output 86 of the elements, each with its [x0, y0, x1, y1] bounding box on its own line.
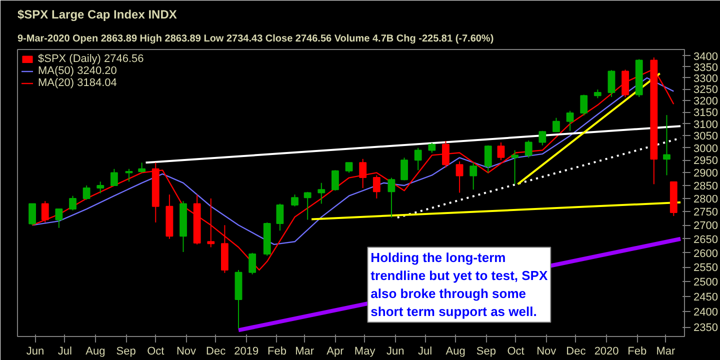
candlestick — [372, 174, 380, 199]
y-tick-label: 3150 — [694, 107, 718, 120]
candlestick — [663, 114, 670, 176]
candlestick — [110, 168, 118, 186]
y-tick-label: 2650 — [694, 234, 718, 246]
candlestick — [318, 182, 326, 204]
x-tick-label: Oct — [507, 346, 524, 358]
candlestick — [276, 203, 284, 232]
candlestick — [248, 252, 256, 275]
y-tick-label: 2400 — [694, 306, 718, 319]
candlestick — [400, 157, 408, 181]
candlestick — [304, 191, 312, 220]
chart-subtitle: 9-Mar-2020 Open 2863.89 High 2863.89 Low 2734.43 Close 2746.56 Volume 4.7B Chg -225.81 (-7.60%) — [18, 34, 494, 44]
candlestick — [442, 140, 450, 168]
x-tick-label: Nov — [176, 346, 197, 358]
candlestick — [470, 162, 478, 190]
y-tick-label: 2500 — [694, 276, 718, 289]
y-tick-label: 2600 — [694, 248, 718, 260]
candlestick — [511, 150, 518, 185]
candlestick — [524, 140, 532, 158]
y-tick-label: 2450 — [694, 291, 718, 304]
candlestick — [332, 170, 339, 192]
y-tick-label: 2900 — [694, 168, 718, 180]
x-tick-label: 2020 — [594, 346, 619, 358]
x-tick-label: Aug — [86, 346, 106, 358]
x-tick-label: Aug — [446, 346, 466, 358]
y-tick-label: 3350 — [694, 62, 718, 74]
x-tick-label: Sep — [476, 346, 496, 358]
x-tick-label: Apr — [326, 346, 344, 358]
legend-label: $SPX (Daily) 2746.56 — [38, 53, 144, 65]
candlestick — [28, 203, 36, 226]
x-tick-label: Mar — [656, 346, 676, 358]
candlestick — [414, 147, 422, 171]
x-tick-label: Jul — [418, 346, 432, 358]
y-tick-label: 3200 — [694, 95, 718, 108]
annotation: Holding the long-term trendline but yet to test, SPX also broke through some short term support as well. — [370, 250, 548, 320]
y-tick-label: 2700 — [694, 220, 718, 232]
candlestick — [484, 144, 492, 174]
y-tick-label: 2550 — [694, 262, 718, 274]
x-tick-label: Feb — [628, 346, 647, 358]
y-tick-label: 3000 — [694, 142, 718, 155]
line-series — [32, 77, 674, 246]
candlestick — [497, 142, 505, 161]
candlestick — [82, 184, 90, 200]
candlestick — [566, 110, 574, 132]
x-tick-label: Jun — [26, 346, 44, 358]
y-tick-label: 3300 — [694, 72, 718, 85]
candlestick — [552, 117, 560, 133]
y-tick-label: 3250 — [694, 84, 718, 96]
x-tick-label: Sep — [116, 346, 136, 358]
candlestick — [41, 200, 49, 223]
candlestick — [207, 198, 215, 248]
x-tick-label: Nov — [536, 346, 557, 358]
candlestick — [359, 158, 367, 189]
y-tick-label: 2800 — [694, 193, 718, 206]
candlestick — [538, 130, 546, 146]
x-tick-label: Jun — [386, 346, 404, 358]
candlestick — [388, 177, 396, 218]
candlestick — [428, 142, 436, 154]
x-tick-label: Dec — [206, 346, 226, 358]
candlestick — [96, 181, 104, 194]
candlestick — [456, 160, 464, 194]
y-tick-label: 2750 — [694, 206, 718, 219]
y-tick-label: 3400 — [694, 50, 718, 63]
x-tick-label: 2019 — [234, 346, 259, 358]
x-tick-label: May — [354, 346, 376, 358]
x-tick-label: Feb — [268, 346, 286, 358]
x-tick-label: Jul — [58, 346, 72, 358]
y-tick-label: 2850 — [694, 180, 718, 192]
legend-label: MA(20) 3184.04 — [38, 77, 117, 89]
y-tick-label: 2950 — [694, 155, 718, 168]
x-tick-label: Dec — [566, 346, 586, 358]
x-tick-label: Oct — [147, 346, 164, 358]
candlestick — [291, 194, 298, 207]
x-tick-label: Mar — [295, 346, 314, 358]
y-tick-label: 3050 — [694, 130, 718, 143]
y-tick-label: 3100 — [694, 118, 718, 131]
candlestick — [69, 195, 76, 211]
candlestick — [608, 70, 616, 98]
y-tick-label: 2350 — [694, 322, 718, 334]
candlestick — [580, 94, 588, 116]
candlestick — [345, 162, 353, 174]
candlestick — [55, 208, 63, 228]
chart-title: $SPX Large Cap Index INDX — [18, 8, 177, 22]
legend-label: MA(50) 3240.20 — [38, 65, 117, 77]
candlestick — [138, 162, 146, 174]
